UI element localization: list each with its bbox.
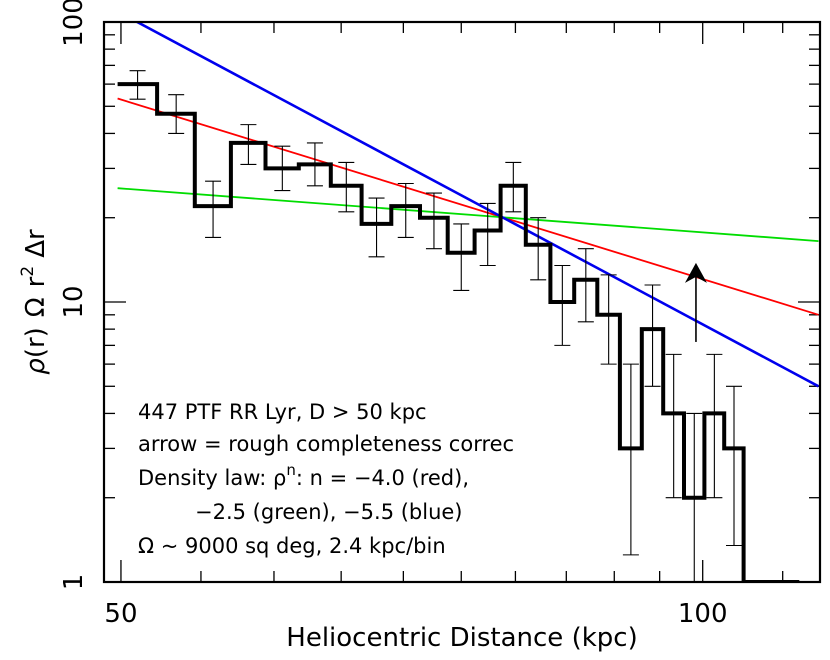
y-title-sup2: 2 <box>18 266 38 277</box>
y-title-r: (r) <box>21 327 51 358</box>
density-law-line <box>117 187 819 242</box>
y-tick-label: 10 <box>59 285 89 318</box>
annotation-line-1: 447 PTF RR Lyr, D > 50 kpc <box>138 400 427 424</box>
y-title-rsym: r <box>21 276 51 287</box>
annotation-line-3: Density law: ρn: n = −4.0 (red), <box>138 461 469 490</box>
x-tick-label: 50 <box>104 599 137 629</box>
annotation-line-5: Ω ~ 9000 sq deg, 2.4 kpc/bin <box>138 534 446 558</box>
y-tick-label: 1 <box>59 574 89 591</box>
density-law-lines <box>117 22 820 388</box>
annotation-line-2: arrow = rough completeness correc <box>138 432 514 456</box>
tick-labels: 50 100 1 10 100 <box>59 0 728 629</box>
plot-frame <box>102 20 822 584</box>
annotation-line-4: −2.5 (green), −5.5 (blue) <box>195 500 463 524</box>
arrow-head <box>684 262 707 283</box>
density-law-line <box>134 22 820 388</box>
y-title-rho: ρ <box>21 358 51 375</box>
completeness-arrow <box>684 262 707 342</box>
annotation-block: 447 PTF RR Lyr, D > 50 kpc arrow = rough… <box>138 400 514 558</box>
x-tick-label: 100 <box>678 599 728 629</box>
y-title-delta: Δr <box>21 229 51 258</box>
histogram <box>117 82 800 582</box>
annotation-line-3b: : n = −4.0 (red), <box>296 466 469 490</box>
y-title-omega: Ω <box>21 297 51 317</box>
x-axis-title: Heliocentric Distance (kpc) <box>286 623 637 653</box>
y-axis-title: ρ(r) Ωr2 Δr <box>18 229 51 375</box>
y-tick-label: 100 <box>59 0 89 47</box>
annotation-line-3a: Density law: ρ <box>138 466 286 490</box>
annotation-line-3-sup: n <box>286 461 296 479</box>
histogram-steps <box>117 82 800 582</box>
